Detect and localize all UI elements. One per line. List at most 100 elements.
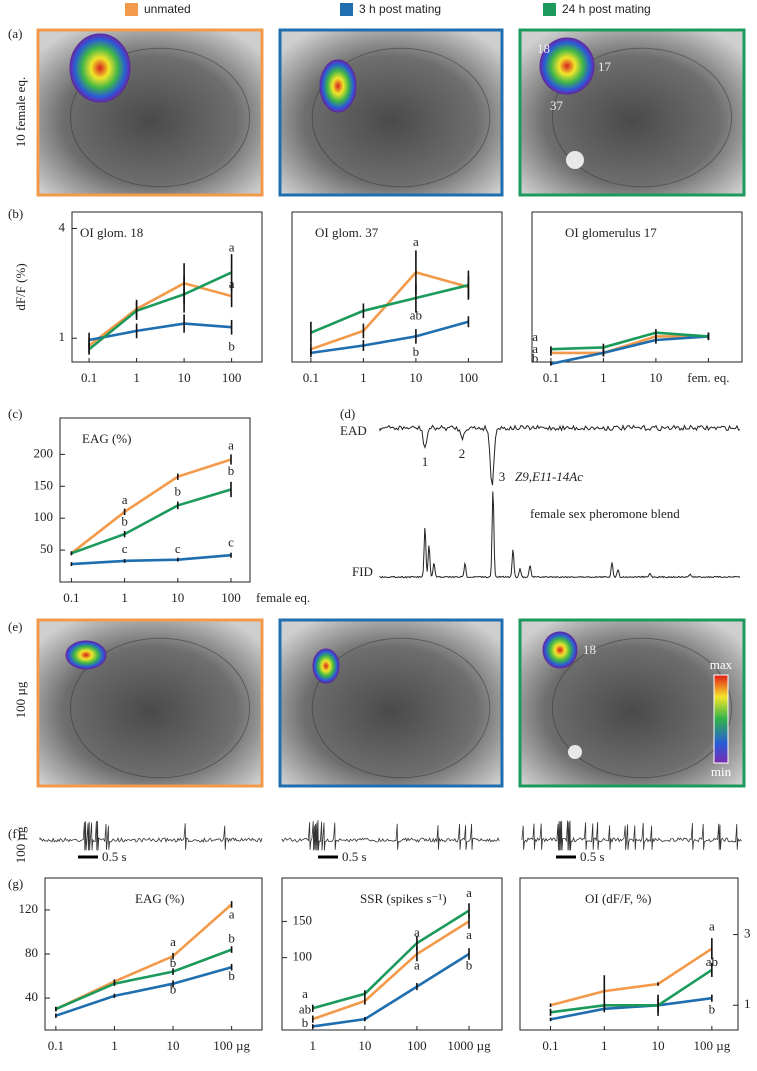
panel-label: (f) [8,826,21,841]
scale-bar-label: 0.5 s [342,849,367,864]
series-line [550,331,709,351]
chart-title: OI glomerulus 17 [565,225,657,240]
x-tick-label: fem. eq. [687,370,729,385]
antennal-lobe-outline [551,47,733,188]
glomerulus-label: 17 [598,59,612,74]
panel-label: (g) [8,876,23,891]
color-bar-label: min [711,764,732,779]
panel-label: (a) [8,26,22,41]
x-tick-label: 1 [360,370,367,385]
significance-letter: c [122,541,128,556]
fid-trace [379,491,741,579]
color-bar [713,674,729,764]
series-line [55,903,233,1011]
legend-label: 24 h post mating [562,2,651,16]
plot-frame [531,211,743,363]
series-line [312,909,470,1010]
y-tick-label: 150 [293,912,313,927]
panel-label: (e) [8,619,22,634]
scale-bar-label: 0.5 s [580,849,605,864]
significance-letter: ab [706,954,718,969]
x-tick-label: 1 [601,1038,608,1053]
chart-title: OI (dF/F, %) [585,891,652,906]
bright-spot [566,151,584,169]
y-tick-label: 3 [744,926,751,941]
legend-label: 3 h post mating [359,2,441,16]
y-tick-label: 150 [34,477,54,492]
significance-letter: c [175,541,181,556]
bright-spot [568,745,582,759]
row-label: 10 female eq. [13,77,28,147]
x-tick-label: 0.1 [303,370,319,385]
series-line [550,996,712,1021]
y-tick-label: 120 [19,901,39,916]
activity-spot [65,640,107,670]
significance-letter: a [122,492,128,507]
activity-spot [539,37,595,95]
significance-letter: b [170,981,177,996]
x-tick-label: 10 [358,1038,371,1053]
significance-letter: ab [410,307,422,322]
y-tick-label: 100 [34,509,54,524]
significance-letter: b [170,955,177,970]
chart-title: OI glom. 37 [315,225,379,240]
panel-label: (c) [8,406,22,421]
micrograph [518,618,746,788]
antennal-lobe-outline [69,637,251,779]
scale-bar-label: 0.5 s [102,849,127,864]
significance-letter: a [532,329,538,344]
y-tick-label: 1 [744,996,751,1011]
x-tick-label: 100 [222,370,242,385]
x-axis-label: female eq. [256,590,310,605]
series-line [88,322,232,342]
peak-label: 2 [459,446,466,461]
activity-spot [69,33,131,103]
series-line [88,281,232,347]
significance-letter: a [229,240,235,255]
x-tick-label: 1 [310,1038,317,1053]
row-label: 100 µg [13,826,28,863]
x-tick-label: 0.1 [81,370,97,385]
significance-letter: a [228,438,234,453]
significance-letter: b [121,514,128,529]
antennal-lobe-outline [311,637,491,779]
activity-spot [542,631,578,669]
x-tick-label: 100 [459,370,479,385]
x-tick-label: 1 [600,370,607,385]
legend-swatch [125,3,138,16]
chart-title: SSR (spikes s⁻¹) [360,891,447,906]
activity-spot [312,648,340,684]
significance-letter: b [709,1002,716,1017]
y-tick-label: 200 [34,445,54,460]
compound-label: Z9,E11-14Ac [515,469,583,484]
row-label: 100 µg [13,681,28,718]
series-line [310,270,469,351]
significance-letter: b [413,344,420,359]
series-line [310,283,469,334]
chart-title: OI glom. 18 [80,225,143,240]
plot-frame [281,877,503,1031]
x-tick-label: 0.1 [543,370,559,385]
x-tick-label: 10 [167,1038,180,1053]
activity-spot [319,59,357,113]
series-line [550,335,709,366]
series-line [550,968,713,1014]
significance-letter: b [228,931,235,946]
y-tick-label: 1 [59,329,66,344]
micrograph [278,618,504,788]
series-line [71,553,232,566]
significance-letter: a [170,934,176,949]
series-line [312,920,470,1021]
panel-label: (b) [8,206,23,221]
series-line [310,320,469,355]
antennal-lobe-outline [551,637,733,779]
peak-label: 1 [422,454,429,469]
significance-letter: b [175,484,182,499]
trace-label: EAD [340,423,367,438]
significance-letter: a [229,906,235,921]
significance-letter: a [466,885,472,900]
ead-trace [379,424,741,486]
y-tick-label: 50 [40,541,53,556]
y-tick-label: 80 [25,945,38,960]
